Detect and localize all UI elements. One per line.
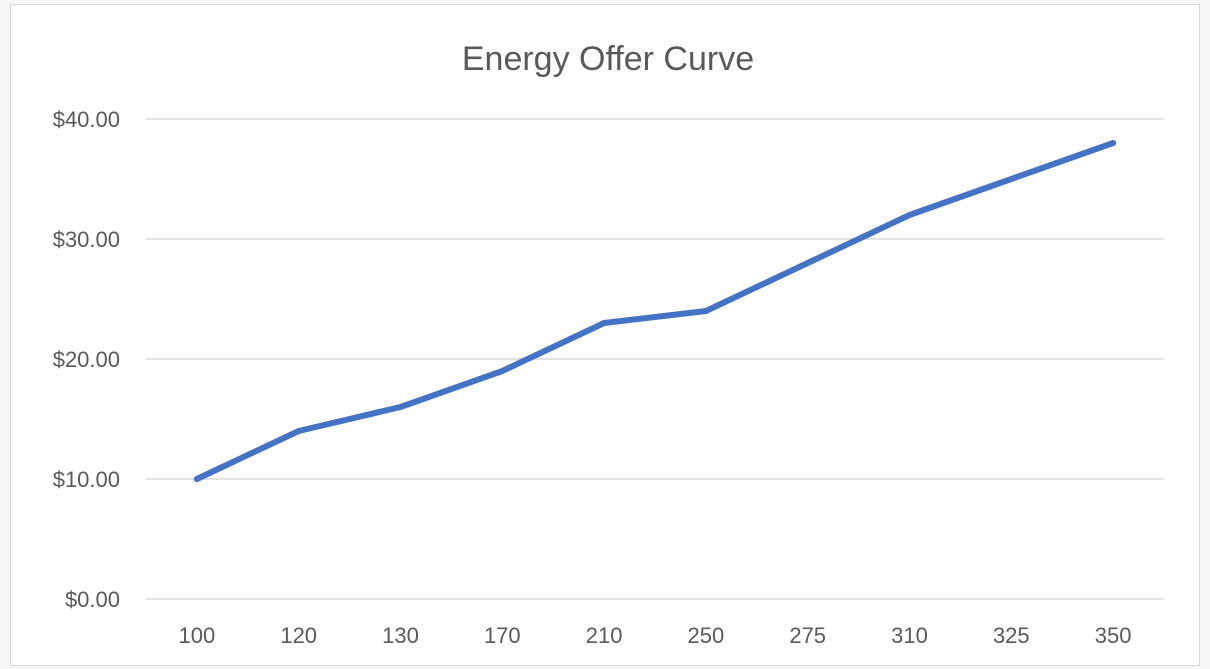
x-tick-label: 210 [586,623,623,648]
x-tick-label: 325 [993,623,1030,648]
series-layer [193,140,1117,482]
data-point [397,404,404,410]
data-point [1008,176,1015,182]
data-point [499,368,506,374]
data-point [601,320,608,326]
data-point [804,260,811,266]
x-tick-label: 250 [688,623,725,648]
x-tick-label: 350 [1095,623,1132,648]
y-axis-tick-labels: $0.00 $10.00 $20.00 $30.00 $40.00 [53,107,120,612]
y-tick-label: $20.00 [53,347,120,372]
series-line [193,140,1117,482]
y-tick-label: $40.00 [53,107,120,132]
x-tick-label: 130 [382,623,419,648]
x-tick-label: 120 [280,623,317,648]
y-tick-label: $0.00 [65,587,120,612]
chart-area [10,4,1200,666]
y-tick-label: $10.00 [53,467,120,492]
y-tick-label: $30.00 [53,227,120,252]
data-point [702,308,709,314]
gridlines [146,118,1164,600]
data-point [906,212,913,218]
x-tick-label: 170 [484,623,521,648]
data-point [295,428,302,434]
x-axis-tick-labels: 100 120 130 170 210 250 275 310 325 350 [179,623,1132,648]
x-tick-label: 310 [891,623,928,648]
data-point [1110,140,1117,146]
x-tick-label: 100 [179,623,216,648]
data-point [193,476,200,482]
x-tick-label: 275 [789,623,826,648]
chart-title: Energy Offer Curve [462,40,754,78]
